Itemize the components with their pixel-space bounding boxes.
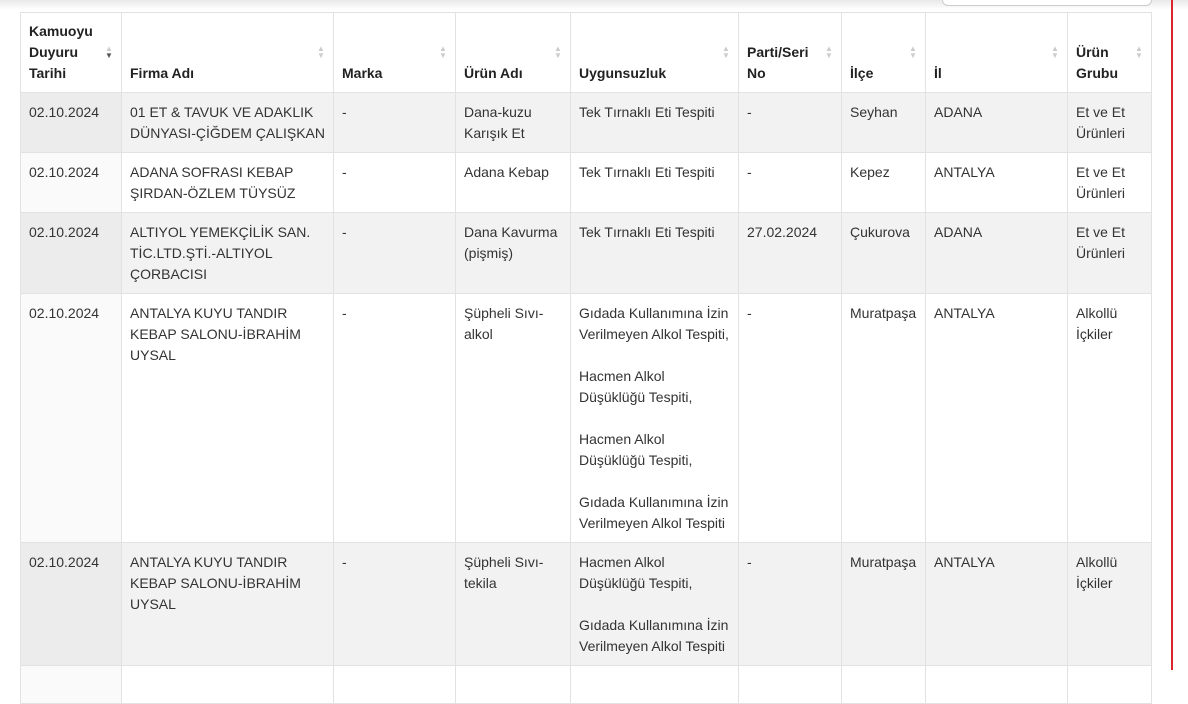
cell-brand: - xyxy=(333,542,456,666)
cell-district: Muratpaşa xyxy=(841,293,926,543)
cell-nonconformity xyxy=(570,665,739,704)
cell-group xyxy=(1067,665,1152,704)
cell-date: 02.10.2024 xyxy=(20,152,122,213)
cell-batch: - xyxy=(738,293,842,543)
cell-group: Alkollü İçkiler xyxy=(1067,542,1152,666)
sort-icon[interactable]: ▲ ▼ xyxy=(1135,44,1143,60)
cell-province xyxy=(925,665,1068,704)
cell-company: ANTALYA KUYU TANDIR KEBAP SALONU-İBRAHİM… xyxy=(121,542,334,666)
red-divider xyxy=(1171,0,1173,670)
column-header-label: Ürün Grubu xyxy=(1076,44,1118,81)
cell-batch: - xyxy=(738,152,842,213)
cell-brand: - xyxy=(333,152,456,213)
cell-nonconformity: Tek Tırnaklı Eti Tespiti xyxy=(570,152,739,213)
column-header-label: Marka xyxy=(342,65,383,81)
table-row xyxy=(20,665,1152,704)
column-header-batch[interactable]: Parti/Seri No ▲ ▼ xyxy=(738,12,842,93)
cell-nonconformity: Gıdada Kullanımına İzin Verilmeyen Alkol… xyxy=(570,293,739,543)
cell-brand xyxy=(333,665,456,704)
column-header-label: Kamuoyu Duyuru Tarihi xyxy=(29,23,93,81)
cell-batch: - xyxy=(738,92,842,153)
cell-group: Et ve Et Ürünleri xyxy=(1067,212,1152,294)
sort-icon[interactable]: ▲ ▼ xyxy=(722,44,730,60)
cell-date xyxy=(20,665,122,704)
sort-icon[interactable]: ▲ ▼ xyxy=(554,44,562,60)
cell-product: Şüpheli Sıvı-tekila xyxy=(455,542,571,666)
column-header-label: Ürün Adı xyxy=(464,65,523,81)
cell-nonconformity: Hacmen Alkol Düşüklüğü Tespiti, Gıdada K… xyxy=(570,542,739,666)
cell-province: ADANA xyxy=(925,92,1068,153)
cell-batch xyxy=(738,665,842,704)
cell-district: Seyhan xyxy=(841,92,926,153)
cell-product: Dana Kavurma (pişmiş) xyxy=(455,212,571,294)
cell-company: ANTALYA KUYU TANDIR KEBAP SALONU-İBRAHİM… xyxy=(121,293,334,543)
column-header-brand[interactable]: Marka ▲ ▼ xyxy=(333,12,456,93)
cell-product: Şüpheli Sıvı-alkol xyxy=(455,293,571,543)
column-header-group[interactable]: Ürün Grubu ▲ ▼ xyxy=(1067,12,1152,93)
cell-brand: - xyxy=(333,92,456,153)
column-header-label: Firma Adı xyxy=(130,65,195,81)
cell-district xyxy=(841,665,926,704)
cell-company: ADANA SOFRASI KEBAP ŞIRDAN-ÖZLEM TÜYSÜZ xyxy=(121,152,334,213)
table-row: 02.10.2024 ADANA SOFRASI KEBAP ŞIRDAN-ÖZL… xyxy=(20,152,1152,213)
cell-date: 02.10.2024 xyxy=(20,293,122,543)
column-header-company[interactable]: Firma Adı ▲ ▼ xyxy=(121,12,334,93)
cell-group: Alkollü İçkiler xyxy=(1067,293,1152,543)
column-header-product[interactable]: Ürün Adı ▲ ▼ xyxy=(455,12,571,93)
column-header-district[interactable]: İlçe ▲ ▼ xyxy=(841,12,926,93)
sort-icon[interactable]: ▲ ▼ xyxy=(317,44,325,60)
cell-brand: - xyxy=(333,212,456,294)
column-header-label: İlçe xyxy=(850,65,874,81)
sort-icon[interactable]: ▲ ▼ xyxy=(825,44,833,60)
table-row: 02.10.2024 01 ET & TAVUK VE ADAKLIK DÜNYA… xyxy=(20,92,1152,153)
cell-brand: - xyxy=(333,293,456,543)
column-header-label: Uygunsuzluk xyxy=(579,65,667,81)
cell-group: Et ve Et Ürünleri xyxy=(1067,152,1152,213)
cell-nonconformity: Tek Tırnaklı Eti Tespiti xyxy=(570,212,739,294)
cell-province: ANTALYA xyxy=(925,152,1068,213)
cell-date: 02.10.2024 xyxy=(20,212,122,294)
cell-date: 02.10.2024 xyxy=(20,92,122,153)
recall-table: Kamuoyu Duyuru Tarihi ▲ ▼ Firma Adı ▲ ▼ Marka ▲… xyxy=(20,12,1152,704)
cell-nonconformity: Tek Tırnaklı Eti Tespiti xyxy=(570,92,739,153)
column-header-date[interactable]: Kamuoyu Duyuru Tarihi ▲ ▼ xyxy=(20,12,122,93)
column-header-province[interactable]: İl ▲ ▼ xyxy=(925,12,1068,93)
column-header-label: İl xyxy=(934,65,942,81)
cell-province: ADANA xyxy=(925,212,1068,294)
top-shadow xyxy=(0,0,1188,10)
cell-product xyxy=(455,665,571,704)
sort-icon[interactable]: ▲ ▼ xyxy=(105,44,113,60)
table-row: 02.10.2024 ANTALYA KUYU TANDIR KEBAP SALO… xyxy=(20,542,1152,666)
cell-product: Dana-kuzu Karışık Et xyxy=(455,92,571,153)
cell-district: Kepez xyxy=(841,152,926,213)
cell-district: Çukurova xyxy=(841,212,926,294)
cell-date: 02.10.2024 xyxy=(20,542,122,666)
cell-company: 01 ET & TAVUK VE ADAKLIK DÜNYASI-ÇİĞDEM … xyxy=(121,92,334,153)
cell-district: Muratpaşa xyxy=(841,542,926,666)
sort-icon[interactable]: ▲ ▼ xyxy=(909,44,917,60)
cell-batch: 27.02.2024 xyxy=(738,212,842,294)
sort-icon[interactable]: ▲ ▼ xyxy=(1051,44,1059,60)
sort-icon[interactable]: ▲ ▼ xyxy=(439,44,447,60)
table-row: 02.10.2024 ANTALYA KUYU TANDIR KEBAP SALO… xyxy=(20,293,1152,543)
cell-company: ALTIYOL YEMEKÇİLİK SAN. TİC.LTD.ŞTİ.-ALT… xyxy=(121,212,334,294)
column-header-label: Parti/Seri No xyxy=(747,44,809,81)
cell-group: Et ve Et Ürünleri xyxy=(1067,92,1152,153)
cell-batch: - xyxy=(738,542,842,666)
table-header-row: Kamuoyu Duyuru Tarihi ▲ ▼ Firma Adı ▲ ▼ Marka ▲… xyxy=(20,12,1152,93)
cell-product: Adana Kebap xyxy=(455,152,571,213)
table-row: 02.10.2024 ALTIYOL YEMEKÇİLİK SAN. TİC.LT… xyxy=(20,212,1152,294)
search-input[interactable] xyxy=(942,0,1152,6)
cell-province: ANTALYA xyxy=(925,542,1068,666)
cell-province: ANTALYA xyxy=(925,293,1068,543)
column-header-nonconformity[interactable]: Uygunsuzluk ▲ ▼ xyxy=(570,12,739,93)
cell-company xyxy=(121,665,334,704)
